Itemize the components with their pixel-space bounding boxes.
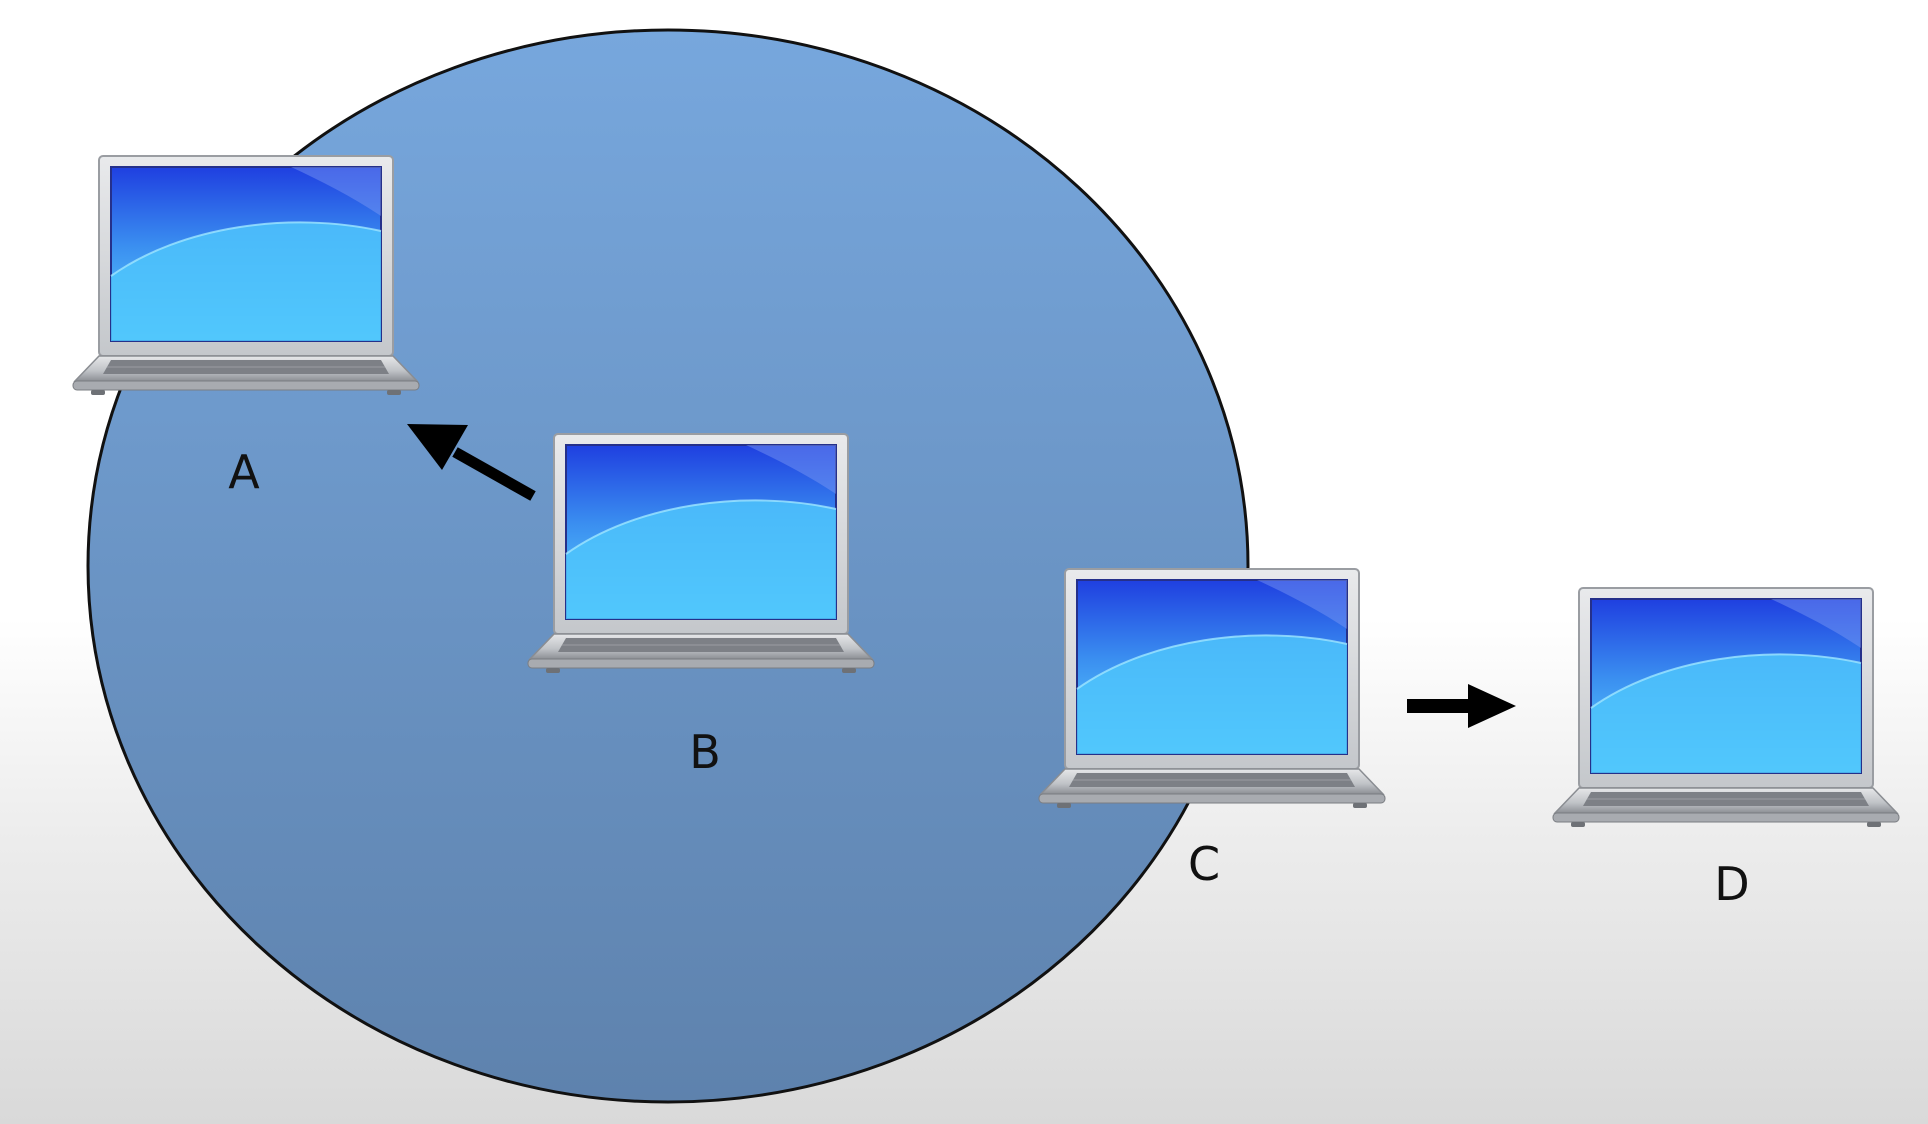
arrow-c-to-d bbox=[1407, 684, 1516, 728]
laptop-a: A bbox=[72, 155, 420, 499]
laptop-icon bbox=[1038, 568, 1386, 809]
laptop-icon bbox=[527, 433, 875, 674]
laptop-icon bbox=[72, 155, 420, 396]
arrow-b-to-a bbox=[407, 424, 536, 501]
laptop-a-label: A bbox=[228, 445, 260, 499]
laptop-icon bbox=[1552, 587, 1900, 828]
laptop-c: C bbox=[1038, 568, 1386, 891]
laptop-b: B bbox=[527, 433, 875, 779]
laptop-c-label: C bbox=[1188, 837, 1220, 891]
laptop-b-label: B bbox=[689, 725, 721, 779]
laptop-d-label: D bbox=[1714, 857, 1749, 911]
laptop-d: D bbox=[1552, 587, 1900, 911]
